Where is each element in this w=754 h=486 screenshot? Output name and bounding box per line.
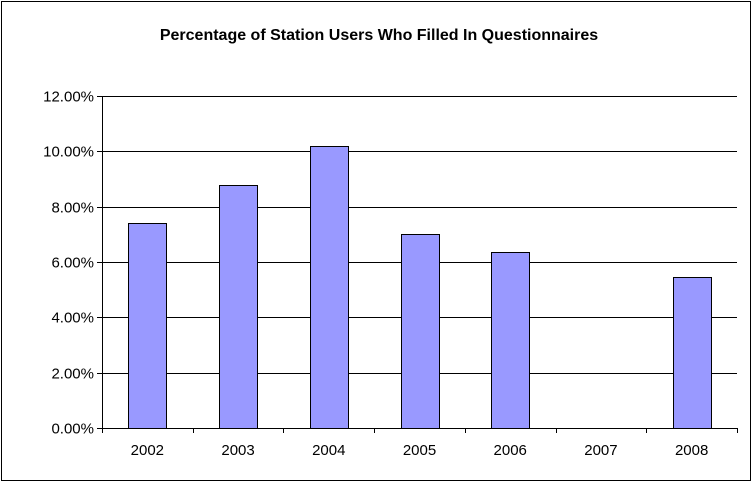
x-tick-label: 2002 bbox=[131, 442, 164, 459]
bar-2008 bbox=[673, 277, 712, 429]
x-tick-label: 2008 bbox=[675, 442, 708, 459]
x-tick-label: 2005 bbox=[403, 442, 436, 459]
y-tick-label: 2.00% bbox=[51, 366, 94, 383]
bar-2004 bbox=[310, 146, 349, 429]
bar-2005 bbox=[401, 234, 440, 429]
y-tick-label: 0.00% bbox=[51, 421, 94, 438]
y-tick-labels: 0.00% 2.00% 4.00% 6.00% 8.00% 10.00% 12.00% bbox=[43, 89, 94, 438]
y-tick-label: 10.00% bbox=[43, 144, 94, 161]
x-tick-label: 2004 bbox=[312, 442, 345, 459]
y-tick-label: 8.00% bbox=[51, 200, 94, 217]
y-tick-label: 12.00% bbox=[43, 89, 94, 106]
bar-2002 bbox=[128, 223, 167, 429]
axes bbox=[97, 96, 738, 433]
bar-2003 bbox=[219, 185, 258, 429]
x-tick-label: 2003 bbox=[221, 442, 254, 459]
chart-title: Percentage of Station Users Who Filled I… bbox=[160, 27, 598, 44]
y-tick-label: 6.00% bbox=[51, 255, 94, 272]
x-tick-label: 2006 bbox=[494, 442, 527, 459]
x-tick-label: 2007 bbox=[584, 442, 617, 459]
x-tick-labels: 2002 2003 2004 2005 2006 2007 2008 bbox=[131, 442, 709, 459]
bar-2006 bbox=[491, 252, 530, 429]
bars bbox=[128, 146, 712, 429]
y-tick-label: 4.00% bbox=[51, 310, 94, 327]
